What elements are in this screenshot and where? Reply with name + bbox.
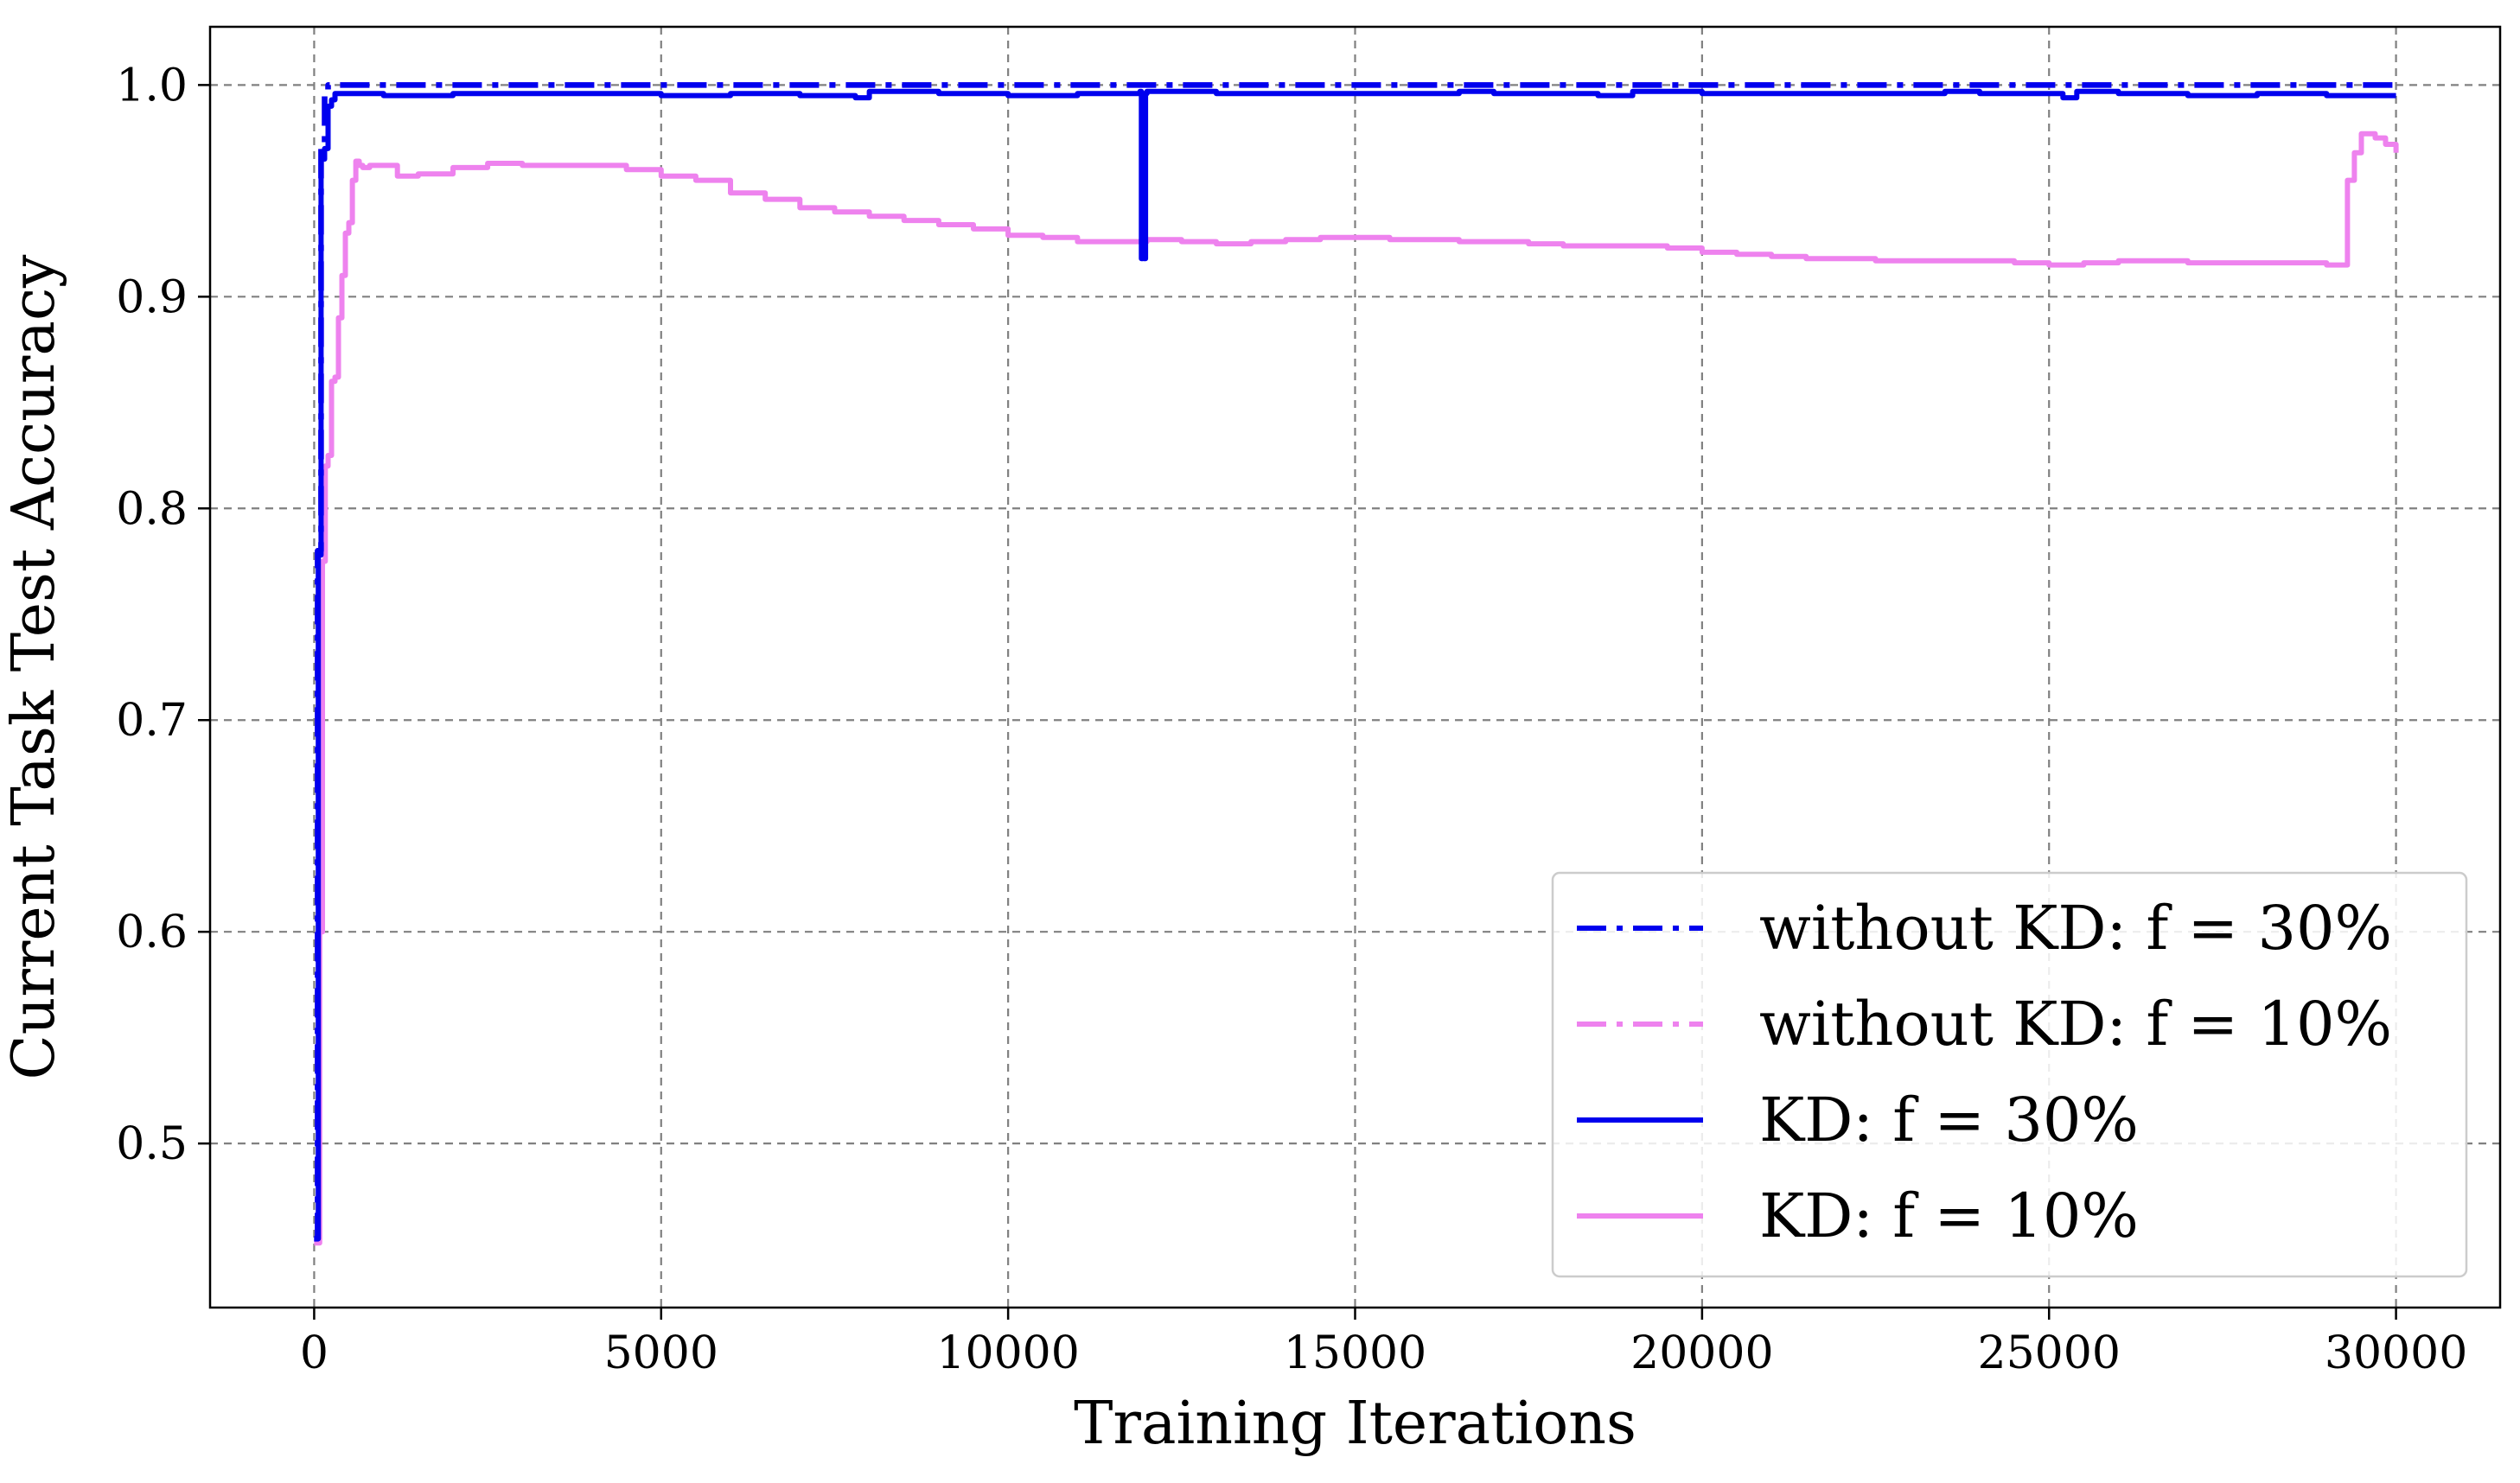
legend-label-0: without KD: f = 30% [1759, 893, 2392, 964]
x-tick-label: 20000 [1630, 1327, 1773, 1379]
legend-box [1551, 871, 2468, 1278]
x-tick-label: 5000 [604, 1327, 718, 1379]
x-axis-title: Training Iterations [1074, 1390, 1636, 1458]
series-line-2 [314, 88, 2396, 1242]
y-tick-label: 0.7 [116, 695, 188, 747]
series-line-0 [314, 82, 2396, 1242]
x-tick-label: 10000 [936, 1327, 1079, 1379]
y-axis-title: Current Task Test Accuracy [0, 254, 68, 1080]
x-tick-label: 0 [300, 1327, 329, 1379]
x-tick-label: 25000 [1978, 1327, 2121, 1379]
x-tick-label: 30000 [2325, 1327, 2467, 1379]
x-tick-label: 15000 [1284, 1327, 1426, 1379]
legend: without KD: f = 30% without KD: f = 10% KD… [1551, 871, 2468, 1278]
y-tick-label: 0.8 [116, 483, 188, 535]
legend-label-3: KD: f = 10% [1759, 1181, 2139, 1251]
tick-layer: 0 5000 10000 15000 20000 25000 30000 0.5 0.6 0.7 0… [116, 60, 2467, 1379]
legend-label-1: without KD: f = 10% [1759, 989, 2392, 1060]
y-tick-label: 0.9 [116, 271, 188, 323]
y-tick-label: 0.6 [116, 907, 188, 958]
series-layer [314, 82, 2399, 1246]
y-tick-label: 0.5 [116, 1118, 188, 1170]
legend-label-2: KD: f = 30% [1759, 1085, 2139, 1155]
y-tick-label: 1.0 [116, 60, 188, 111]
series-line-3 [314, 130, 2399, 1246]
